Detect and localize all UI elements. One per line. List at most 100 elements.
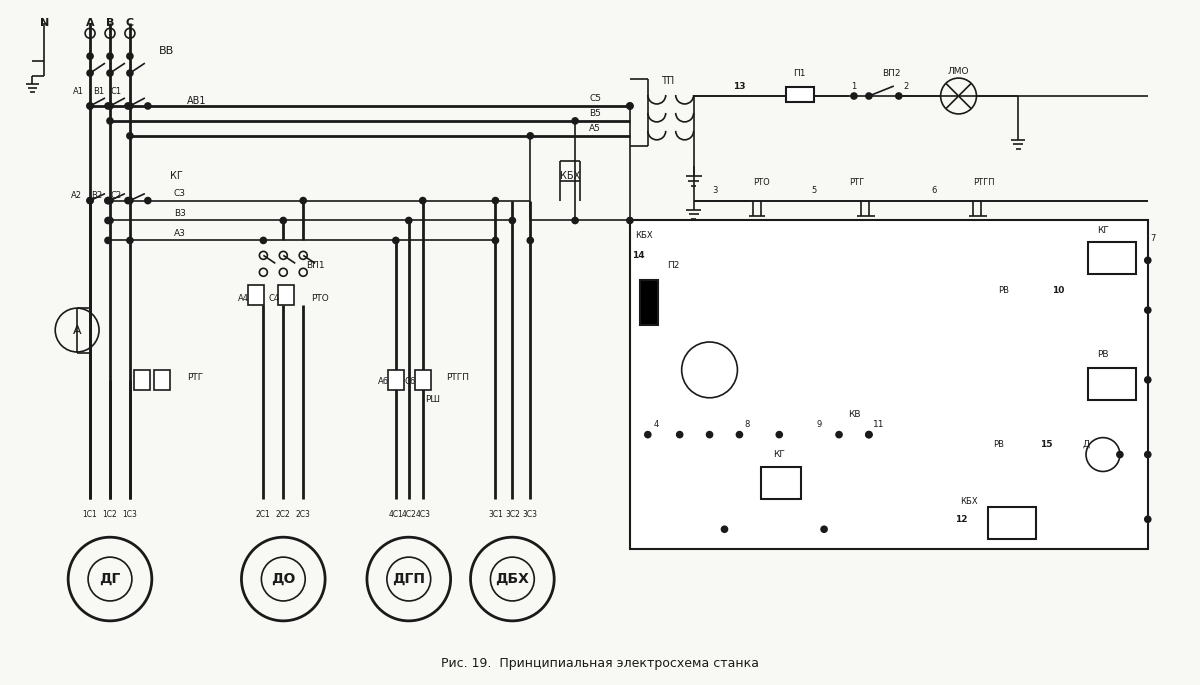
Circle shape <box>509 218 515 223</box>
Bar <box>630 221 1147 549</box>
Text: КБХ: КБХ <box>960 497 977 506</box>
Text: А5: А5 <box>589 125 601 134</box>
Text: РТГ: РТГ <box>187 373 203 382</box>
Text: 3С3: 3С3 <box>523 510 538 519</box>
Text: РВ: РВ <box>992 440 1004 449</box>
Circle shape <box>281 218 287 223</box>
Bar <box>134 370 150 390</box>
Text: В3: В3 <box>174 209 186 218</box>
Circle shape <box>260 238 266 243</box>
Text: ВП2: ВП2 <box>882 68 901 77</box>
Text: B: B <box>106 18 114 28</box>
Text: Рис. 19.  Принципиальная электросхема станка: Рис. 19. Принципиальная электросхема ста… <box>442 657 760 670</box>
Circle shape <box>626 103 632 109</box>
Text: 4: 4 <box>653 420 659 429</box>
Circle shape <box>127 197 133 203</box>
Circle shape <box>677 432 683 438</box>
Text: 5: 5 <box>811 186 817 195</box>
Text: С4: С4 <box>268 294 280 303</box>
Text: А6: А6 <box>378 377 389 386</box>
Circle shape <box>572 218 578 223</box>
Circle shape <box>106 197 110 203</box>
Text: С6: С6 <box>404 377 415 386</box>
Text: РТГП: РТГП <box>445 373 469 382</box>
Text: КБХ: КБХ <box>635 231 653 240</box>
Text: С2: С2 <box>110 191 122 200</box>
Circle shape <box>127 103 133 109</box>
Text: 2С2: 2С2 <box>276 510 290 519</box>
Bar <box>1088 242 1136 274</box>
Text: КГ: КГ <box>773 450 785 459</box>
Text: ЛМО: ЛМО <box>948 66 970 75</box>
Circle shape <box>125 103 131 109</box>
Bar <box>248 285 264 305</box>
Circle shape <box>127 238 133 243</box>
Circle shape <box>107 70 113 76</box>
Text: С3: С3 <box>174 189 186 198</box>
Circle shape <box>106 218 110 223</box>
Text: 4С2: 4С2 <box>401 510 416 519</box>
Circle shape <box>88 70 94 76</box>
Text: 2С1: 2С1 <box>256 510 271 519</box>
Circle shape <box>107 103 113 109</box>
Circle shape <box>300 197 306 203</box>
Text: КБХ: КБХ <box>560 171 581 181</box>
Circle shape <box>626 103 632 109</box>
Bar <box>388 370 403 390</box>
Circle shape <box>107 218 113 223</box>
Circle shape <box>626 218 632 223</box>
Bar <box>989 508 1037 539</box>
Circle shape <box>406 218 412 223</box>
Circle shape <box>836 432 842 438</box>
Circle shape <box>127 133 133 139</box>
Text: 4С1: 4С1 <box>389 510 403 519</box>
Circle shape <box>125 197 131 203</box>
Text: 1С3: 1С3 <box>122 510 137 519</box>
Circle shape <box>1145 258 1151 263</box>
Bar <box>761 467 802 499</box>
Bar <box>786 87 814 102</box>
Circle shape <box>1117 451 1123 458</box>
Circle shape <box>721 526 727 532</box>
Circle shape <box>527 133 533 139</box>
Text: П2: П2 <box>667 261 679 270</box>
Text: КГ: КГ <box>169 171 182 181</box>
Text: РТО: РТО <box>752 178 769 187</box>
Text: КГ: КГ <box>1097 226 1109 235</box>
Text: АВ1: АВ1 <box>187 96 206 106</box>
Text: 3: 3 <box>712 186 718 195</box>
Bar <box>154 370 169 390</box>
Circle shape <box>106 103 110 109</box>
Circle shape <box>106 238 110 243</box>
Circle shape <box>106 197 110 203</box>
Text: ВП1: ВП1 <box>306 261 325 270</box>
Bar <box>640 280 658 325</box>
Text: КВ: КВ <box>847 410 860 419</box>
Circle shape <box>107 118 113 124</box>
Text: А3: А3 <box>174 229 186 238</box>
Text: П1: П1 <box>793 68 805 77</box>
Text: ДГ: ДГ <box>100 572 121 586</box>
Text: 8: 8 <box>745 420 750 429</box>
Text: 7: 7 <box>1150 234 1156 243</box>
Circle shape <box>1145 516 1151 522</box>
Circle shape <box>737 432 743 438</box>
Circle shape <box>644 432 650 438</box>
Circle shape <box>88 197 94 203</box>
Text: РШ: РШ <box>425 395 440 404</box>
Circle shape <box>88 197 94 203</box>
Text: C: C <box>126 18 134 28</box>
Text: 1С1: 1С1 <box>83 510 97 519</box>
Circle shape <box>866 93 872 99</box>
Text: В1: В1 <box>92 86 104 95</box>
Bar <box>415 370 431 390</box>
Circle shape <box>420 197 426 203</box>
Circle shape <box>88 103 94 109</box>
Circle shape <box>88 53 94 59</box>
Text: РТГП: РТГП <box>973 178 995 187</box>
Circle shape <box>107 197 113 203</box>
Text: 9: 9 <box>816 420 822 429</box>
Circle shape <box>527 238 533 243</box>
Circle shape <box>1145 307 1151 313</box>
Circle shape <box>492 238 498 243</box>
